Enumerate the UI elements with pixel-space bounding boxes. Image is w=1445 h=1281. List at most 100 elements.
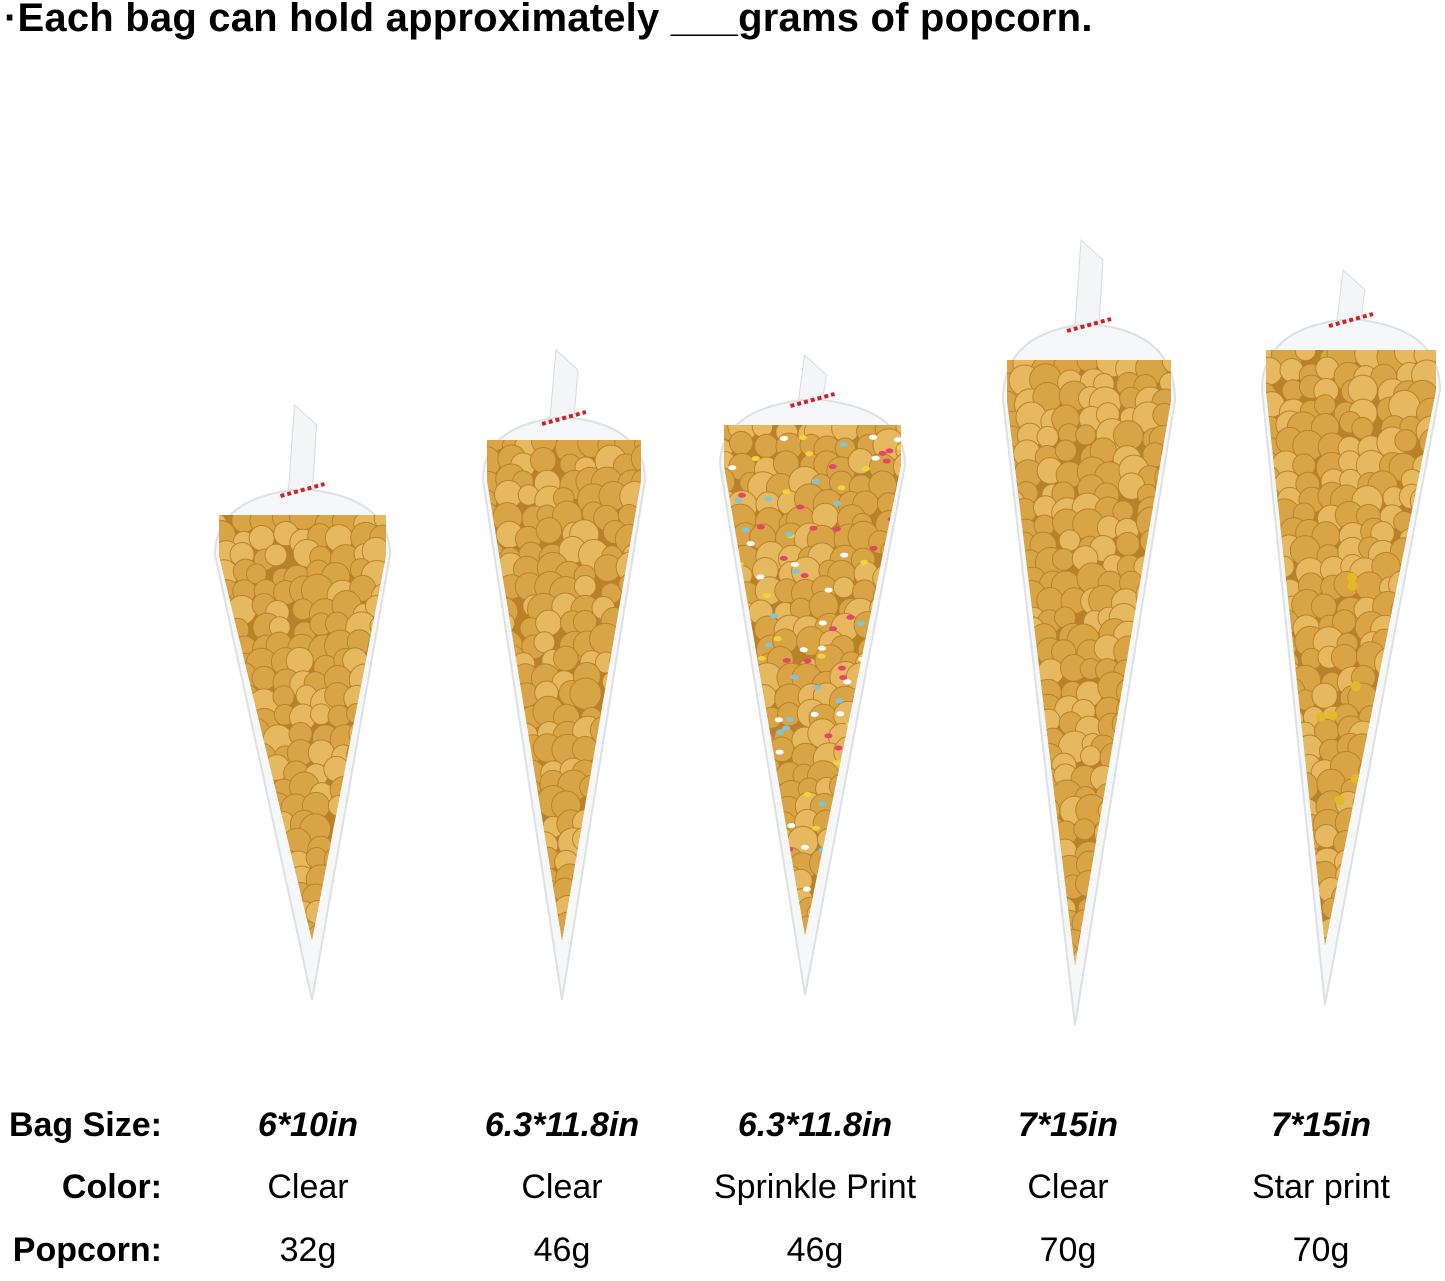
sprinkle-dot [833,500,842,506]
popcorn-kernel [724,870,740,898]
popcorn-kernel [1007,690,1023,716]
star-dot [1428,843,1436,854]
popcorn-kernel [1094,958,1122,965]
popcorn-kernel [1276,866,1299,889]
star-dot [1423,937,1434,945]
popcorn-kernel [614,993,643,1022]
popcorn-kernel [219,706,236,736]
popcorn-kernel [849,940,872,963]
popcorn-kernel [1400,612,1426,638]
popcorn-kernel [219,885,238,918]
popcorn-kernel [889,923,901,935]
popcorn-kernel [487,614,501,641]
popcorn-kernel [1401,934,1423,945]
popcorn-kernel [896,510,901,536]
popcorn-kernel [887,598,901,627]
star-dot [1406,732,1417,743]
popcorn-kernel [496,952,517,973]
popcorn-kernel [778,974,803,999]
popcorn-kernel [1141,622,1163,644]
sprinkle-dot [840,889,849,895]
popcorn-kernel [1266,596,1287,627]
popcorn-kernel [618,959,641,982]
sprinkle-dot [869,545,878,551]
popcorn-kernel [1266,715,1287,744]
popcorn-kernel [1266,703,1288,734]
popcorn-kernel [891,939,918,966]
popcorn-kernel [885,735,901,765]
popcorn-kernel [361,905,386,935]
popcorn-kernel [1149,535,1171,564]
popcorn-kernel [332,976,360,1004]
popcorn-kernel [853,845,886,879]
star-dot [1363,931,1374,942]
sprinkle-dot [802,886,811,892]
popcorn-kernel [867,756,897,787]
popcorn-kernel [637,559,641,589]
popcorn-kernel [498,793,521,817]
popcorn-kernel [229,902,251,924]
star-dot [1408,774,1419,785]
popcorn-kernel [1014,743,1048,777]
popcorn-kernel [728,772,760,804]
popcorn-kernel [1042,999,1064,1021]
popcorn-kernel [600,808,629,836]
popcorn-kernel [1142,785,1165,807]
popcorn-kernel [1395,834,1417,857]
popcorn-kernel [1007,571,1014,594]
popcorn-kernel [348,825,382,859]
popcorn-kernel [487,913,503,940]
sprinkle-dot [894,437,901,443]
popcorn-value: 70g [1039,1231,1097,1269]
popcorn-kernel [1007,672,1023,706]
star-dot [1266,756,1270,767]
popcorn-kernel [610,914,641,940]
popcorn-kernel [1393,989,1423,1019]
sprinkle-dot [883,981,891,986]
popcorn-kernel [510,897,544,930]
popcorn-kernel [813,974,841,1002]
popcorn-kernel [610,680,640,709]
popcorn-kernel [1112,997,1141,1026]
sprinkle-dot [732,655,741,661]
sprinkle-dot [735,877,744,883]
sprinkle-dot [791,569,800,575]
sprinkle-dot [828,464,837,470]
popcorn-kernel [1393,951,1419,977]
popcorn-kernel [332,870,354,892]
popcorn-kernel [1113,927,1144,958]
popcorn-kernel [1054,439,1078,462]
star-dot [1370,766,1381,777]
popcorn-kernel [1412,795,1435,818]
popcorn-kernel [630,442,641,474]
popcorn-kernel [353,869,375,892]
sprinkle-dot [757,811,766,817]
popcorn-kernel [724,683,733,708]
popcorn-kernel [1377,795,1399,817]
popcorn-kernel [488,766,521,800]
popcorn-kernel [487,904,500,926]
popcorn-kernel [637,571,641,597]
popcorn-kernel [1375,953,1402,980]
popcorn-kernel [487,784,500,817]
popcorn-kernel [1110,868,1139,897]
popcorn-kernel [570,932,603,940]
popcorn-kernel [346,795,374,823]
popcorn-kernel [877,851,900,874]
popcorn-kernel [253,937,279,940]
popcorn-kernel [1266,902,1277,925]
popcorn-kernel [753,859,786,892]
popcorn-kernel [757,887,783,913]
popcorn-kernel [832,576,855,599]
popcorn-kernel [858,975,879,996]
popcorn-kernel [890,763,901,791]
popcorn-kernel [1009,908,1039,938]
popcorn-kernel [1417,652,1436,675]
sprinkle-dot [837,925,846,931]
popcorn-kernel [1414,897,1436,923]
popcorn-kernel [1154,840,1171,871]
popcorn-kernel [632,809,641,840]
popcorn-kernel [1158,942,1171,965]
star-dot [1356,849,1367,860]
popcorn-kernel [219,724,236,756]
